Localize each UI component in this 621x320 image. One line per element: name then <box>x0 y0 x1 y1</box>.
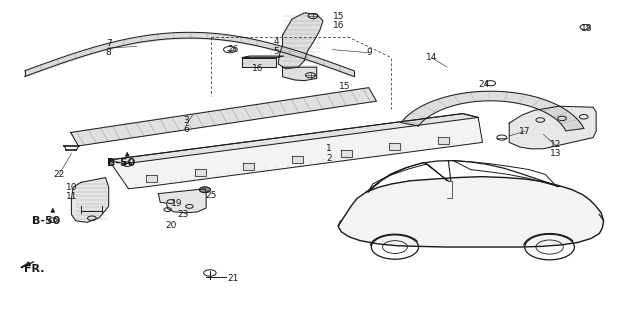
Text: 11: 11 <box>66 192 77 201</box>
Text: 16: 16 <box>252 64 263 73</box>
Polygon shape <box>242 56 284 58</box>
Text: 22: 22 <box>53 170 65 179</box>
Text: 15: 15 <box>339 82 350 91</box>
Polygon shape <box>71 88 376 146</box>
Text: 5: 5 <box>273 47 279 56</box>
Polygon shape <box>158 189 206 213</box>
Polygon shape <box>109 114 483 189</box>
Text: 24: 24 <box>479 80 490 89</box>
Text: B-50: B-50 <box>32 216 61 226</box>
Text: 2: 2 <box>326 154 332 163</box>
Text: 10: 10 <box>66 183 77 192</box>
Text: 26: 26 <box>227 45 238 54</box>
Polygon shape <box>283 67 317 81</box>
Circle shape <box>199 187 211 193</box>
Text: 14: 14 <box>426 53 437 62</box>
Text: 15: 15 <box>333 12 344 20</box>
Text: 17: 17 <box>519 127 530 136</box>
Polygon shape <box>338 177 604 247</box>
Text: 8: 8 <box>106 48 112 57</box>
Text: 13: 13 <box>550 149 561 158</box>
Text: 25: 25 <box>206 191 217 200</box>
Text: 18: 18 <box>581 24 592 33</box>
Text: 19: 19 <box>171 199 183 208</box>
Polygon shape <box>109 114 478 164</box>
Text: 1: 1 <box>326 144 332 153</box>
Polygon shape <box>242 58 276 67</box>
Polygon shape <box>340 150 351 157</box>
Text: 4: 4 <box>273 37 279 46</box>
Text: 12: 12 <box>550 140 561 148</box>
Polygon shape <box>278 13 323 69</box>
Text: 9: 9 <box>366 48 373 57</box>
Text: 20: 20 <box>165 221 176 230</box>
Polygon shape <box>243 163 255 170</box>
Text: 6: 6 <box>183 125 189 134</box>
Polygon shape <box>389 143 401 150</box>
Polygon shape <box>509 106 596 149</box>
Polygon shape <box>194 169 206 176</box>
Polygon shape <box>292 156 303 163</box>
Polygon shape <box>438 137 449 144</box>
Polygon shape <box>401 91 584 131</box>
Text: 3: 3 <box>183 116 189 124</box>
Text: B-50: B-50 <box>107 158 135 168</box>
Text: 16: 16 <box>333 21 344 30</box>
Text: 21: 21 <box>227 274 238 283</box>
Text: 7: 7 <box>106 39 112 48</box>
Text: 23: 23 <box>178 210 189 219</box>
Text: FR.: FR. <box>24 264 45 274</box>
Polygon shape <box>71 178 109 222</box>
Polygon shape <box>146 175 157 182</box>
